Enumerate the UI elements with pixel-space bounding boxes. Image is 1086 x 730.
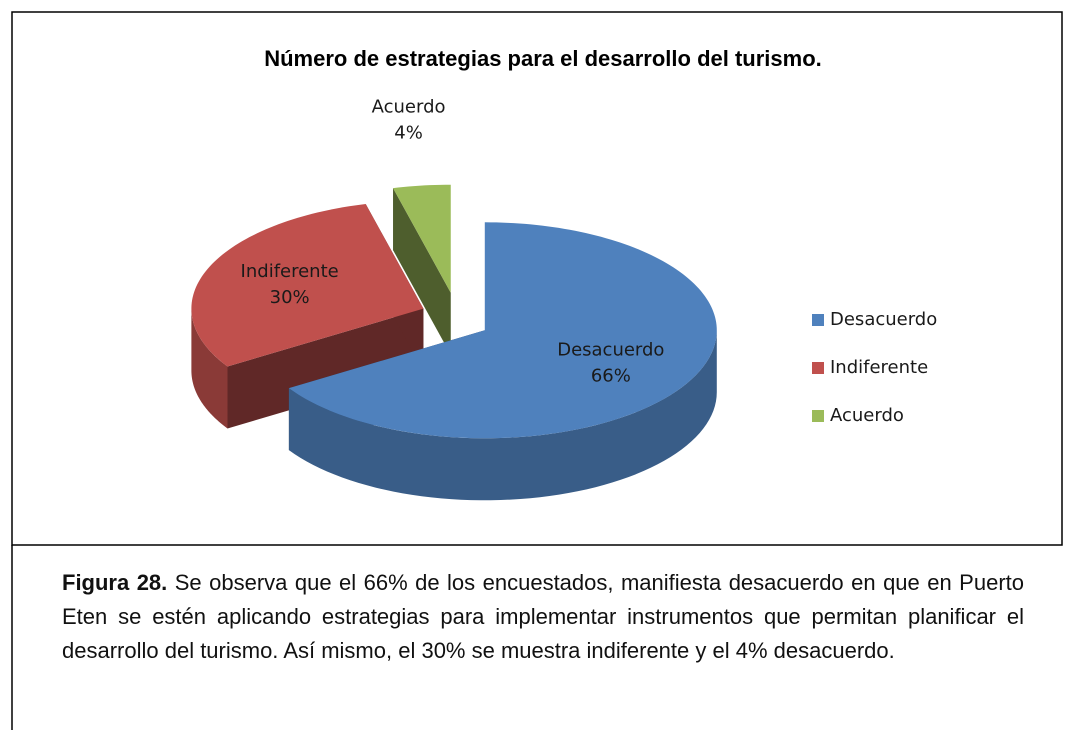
legend-swatch — [812, 314, 824, 326]
slice-top — [288, 222, 717, 439]
data-label-name: Desacuerdo — [557, 340, 664, 361]
caption-text: Se observa que el 66% de los encuestados… — [62, 570, 1024, 663]
legend-swatch — [812, 410, 824, 422]
slice-wall — [288, 330, 717, 501]
caption-label: Figura 28. — [62, 570, 168, 595]
slice-wall — [191, 308, 228, 429]
legend-label: Acuerdo — [830, 405, 904, 426]
data-label-name: Acuerdo — [372, 96, 446, 117]
slice-top — [191, 204, 424, 367]
legend-label: Indiferente — [830, 357, 928, 378]
legend-label: Desacuerdo — [830, 309, 937, 330]
data-label-name: Indiferente — [241, 261, 339, 282]
caption: Figura 28. Se observa que el 66% de los … — [62, 566, 1024, 668]
slice — [191, 204, 424, 429]
slice — [393, 184, 451, 355]
chart-title: Número de estrategias para el desarrollo… — [264, 46, 822, 71]
slice — [288, 222, 717, 501]
slice-side — [227, 308, 424, 429]
chart-frame — [11, 11, 1063, 546]
slice-top — [393, 184, 451, 293]
data-label-value: 66% — [591, 366, 631, 387]
data-label-value: 4% — [394, 122, 423, 143]
data-label-value: 30% — [270, 287, 310, 308]
slice-side — [393, 188, 451, 355]
legend-swatch — [812, 362, 824, 374]
